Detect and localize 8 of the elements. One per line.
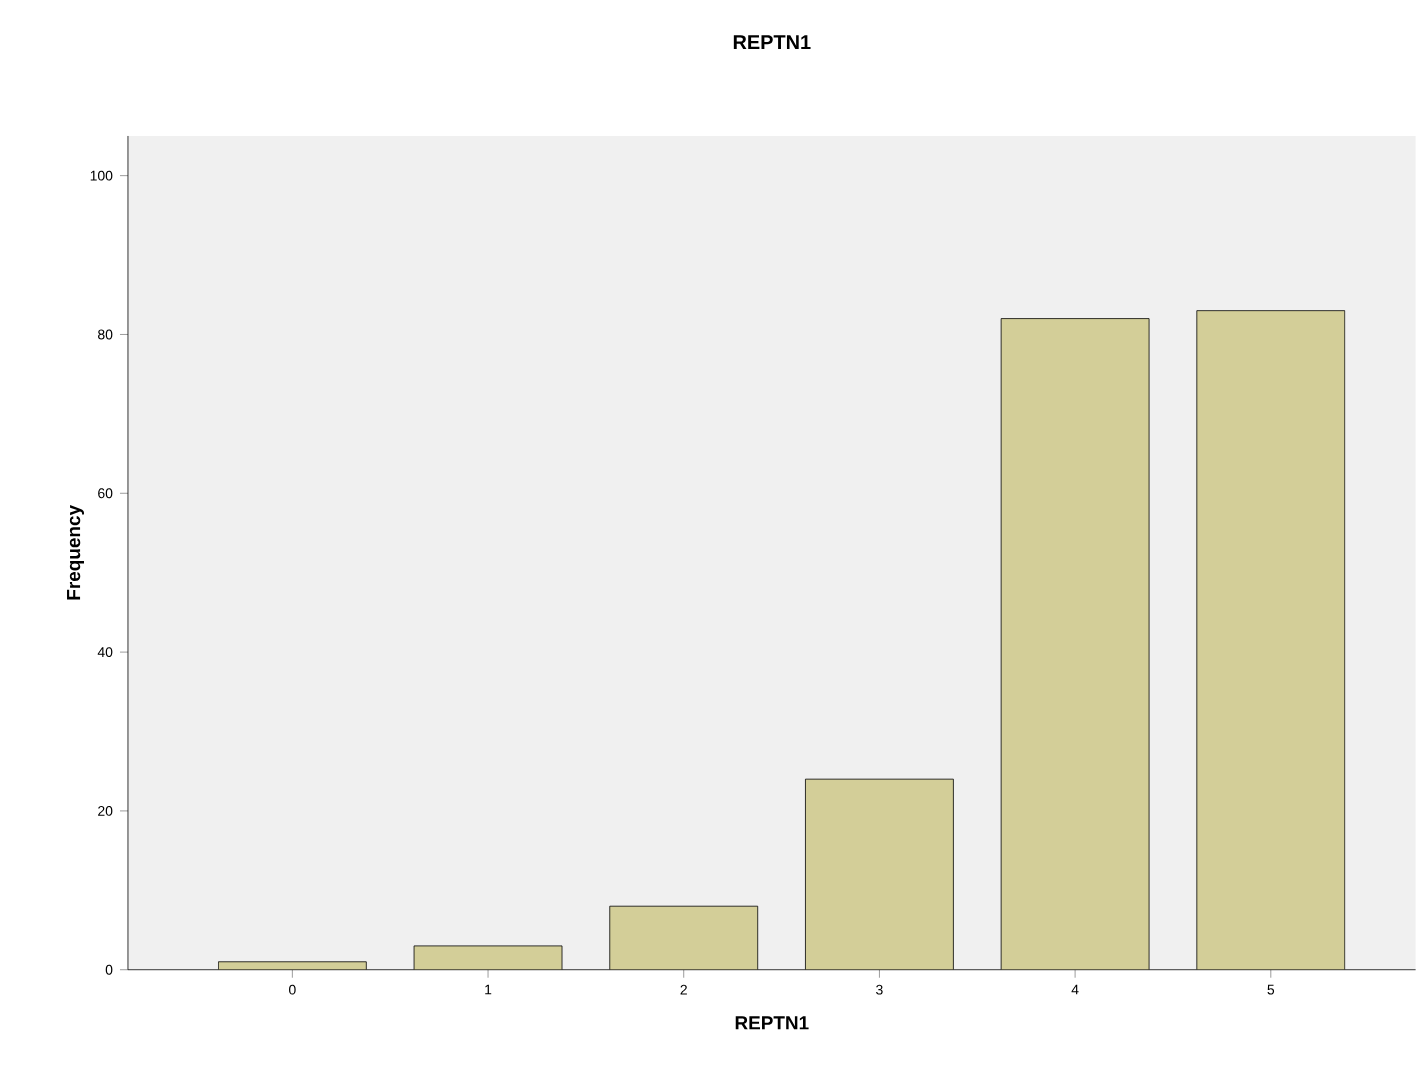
bar [805, 779, 954, 970]
y-axis-title: Frequency [67, 505, 84, 600]
bar [414, 946, 563, 970]
chart-title: REPTN1 [733, 35, 811, 50]
bar [609, 906, 758, 970]
x-axis-title: REPTN1 [735, 1016, 809, 1030]
bar [1196, 310, 1346, 970]
bar [1001, 318, 1150, 970]
